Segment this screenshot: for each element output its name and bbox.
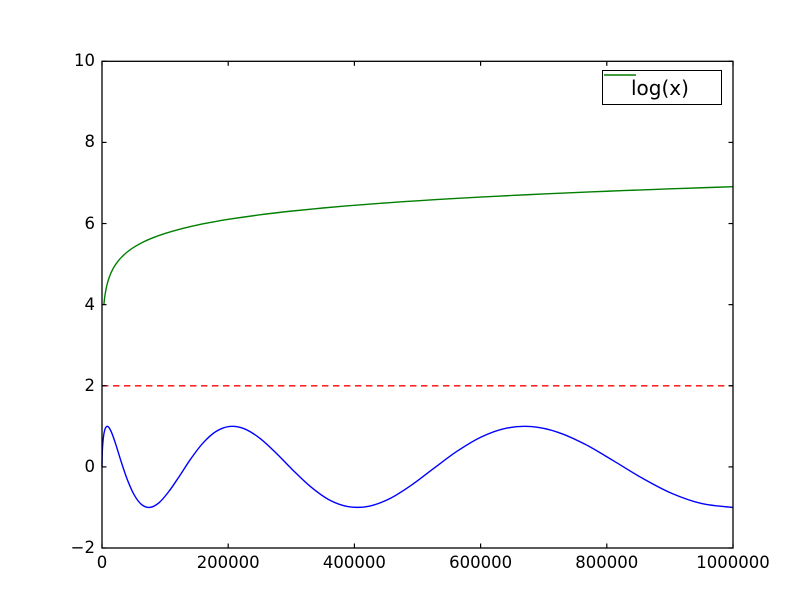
- y-tick-label: 8: [84, 132, 96, 152]
- x-tick-label: 0: [96, 553, 108, 572]
- x-tick-label: 800000: [575, 553, 639, 572]
- y-tick-label: −2: [70, 537, 95, 557]
- x-tick-label: 600000: [449, 553, 513, 572]
- x-tick-label: 400000: [322, 553, 386, 572]
- legend-line-sample: [604, 74, 636, 76]
- y-tick-label: 10: [74, 51, 95, 71]
- y-tick-label: 4: [84, 294, 96, 314]
- x-tick-label: 200000: [196, 553, 260, 572]
- y-tick-label: 2: [84, 375, 96, 395]
- series-sine-curve: [101, 425, 734, 509]
- x-tick-label: 1000000: [696, 553, 770, 572]
- axes-frame: [101, 60, 734, 549]
- y-tick-label: 0: [84, 456, 96, 476]
- y-tick-label: 6: [84, 213, 96, 233]
- series-log-curve: [103, 186, 734, 305]
- legend: log(x): [602, 70, 722, 105]
- legend-label: log(x): [631, 75, 689, 100]
